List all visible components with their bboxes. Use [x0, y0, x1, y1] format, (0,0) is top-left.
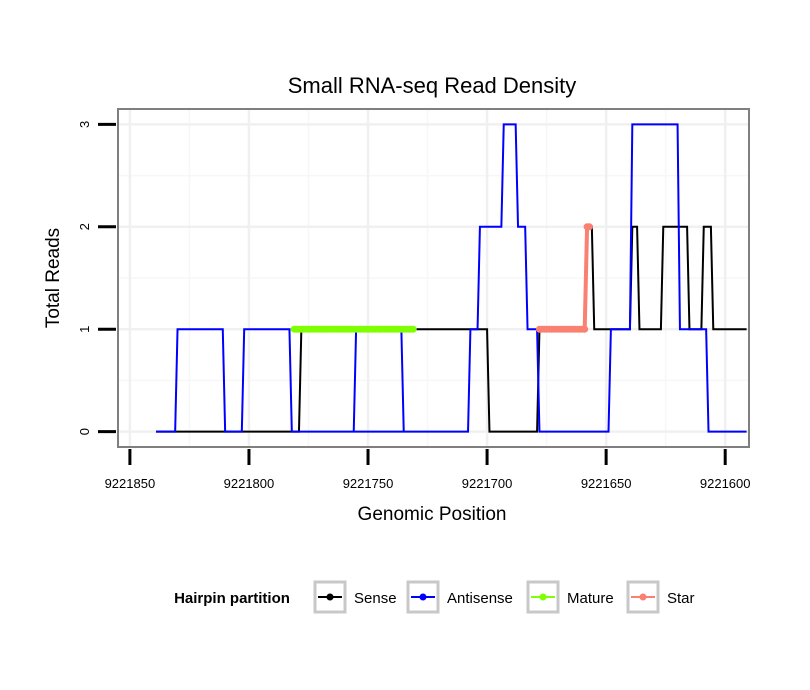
y-axis: 0 1 2 3: [77, 121, 116, 435]
legend-label-sense: Sense: [354, 590, 397, 607]
x-tick-label: 9221700: [462, 476, 513, 491]
series-layer: [156, 123, 747, 433]
legend-key-point-star: [639, 593, 647, 601]
legend-label-mature: Mature: [567, 590, 614, 607]
x-tick-label: 9221600: [700, 476, 751, 491]
legend-title: Hairpin partition: [174, 590, 290, 607]
x-tick-label: 9221750: [343, 476, 394, 491]
legend-label-star: Star: [667, 590, 695, 607]
y-tick-label: 0: [77, 428, 92, 435]
chart-title: Small RNA-seq Read Density: [288, 73, 577, 98]
x-axis-title: Genomic Position: [358, 504, 507, 525]
series-line-antisense: [156, 123, 747, 433]
y-tick-label: 3: [77, 121, 92, 128]
legend-key-point-mature: [539, 593, 547, 601]
data-point-star: [585, 223, 593, 231]
x-axis: 9221850 9221800 9221750 9221700 9221650 92216…: [105, 449, 751, 491]
legend-key-point-sense: [326, 593, 334, 601]
y-tick-label: 1: [77, 326, 92, 333]
legend: Hairpin partition Sense Antisense Mature St…: [174, 580, 695, 614]
panel-grid: [118, 109, 749, 447]
data-point-mature: [409, 325, 417, 333]
legend-key-point-antisense: [419, 593, 427, 601]
data-point-star: [581, 325, 589, 333]
x-tick-label: 9221800: [224, 476, 275, 491]
y-tick-label: 2: [77, 223, 92, 230]
legend-label-antisense: Antisense: [447, 590, 513, 607]
x-tick-label: 9221650: [581, 476, 632, 491]
y-axis-title: Total Reads: [43, 228, 64, 328]
panel-border: [117, 108, 750, 448]
x-tick-label: 9221850: [105, 476, 156, 491]
